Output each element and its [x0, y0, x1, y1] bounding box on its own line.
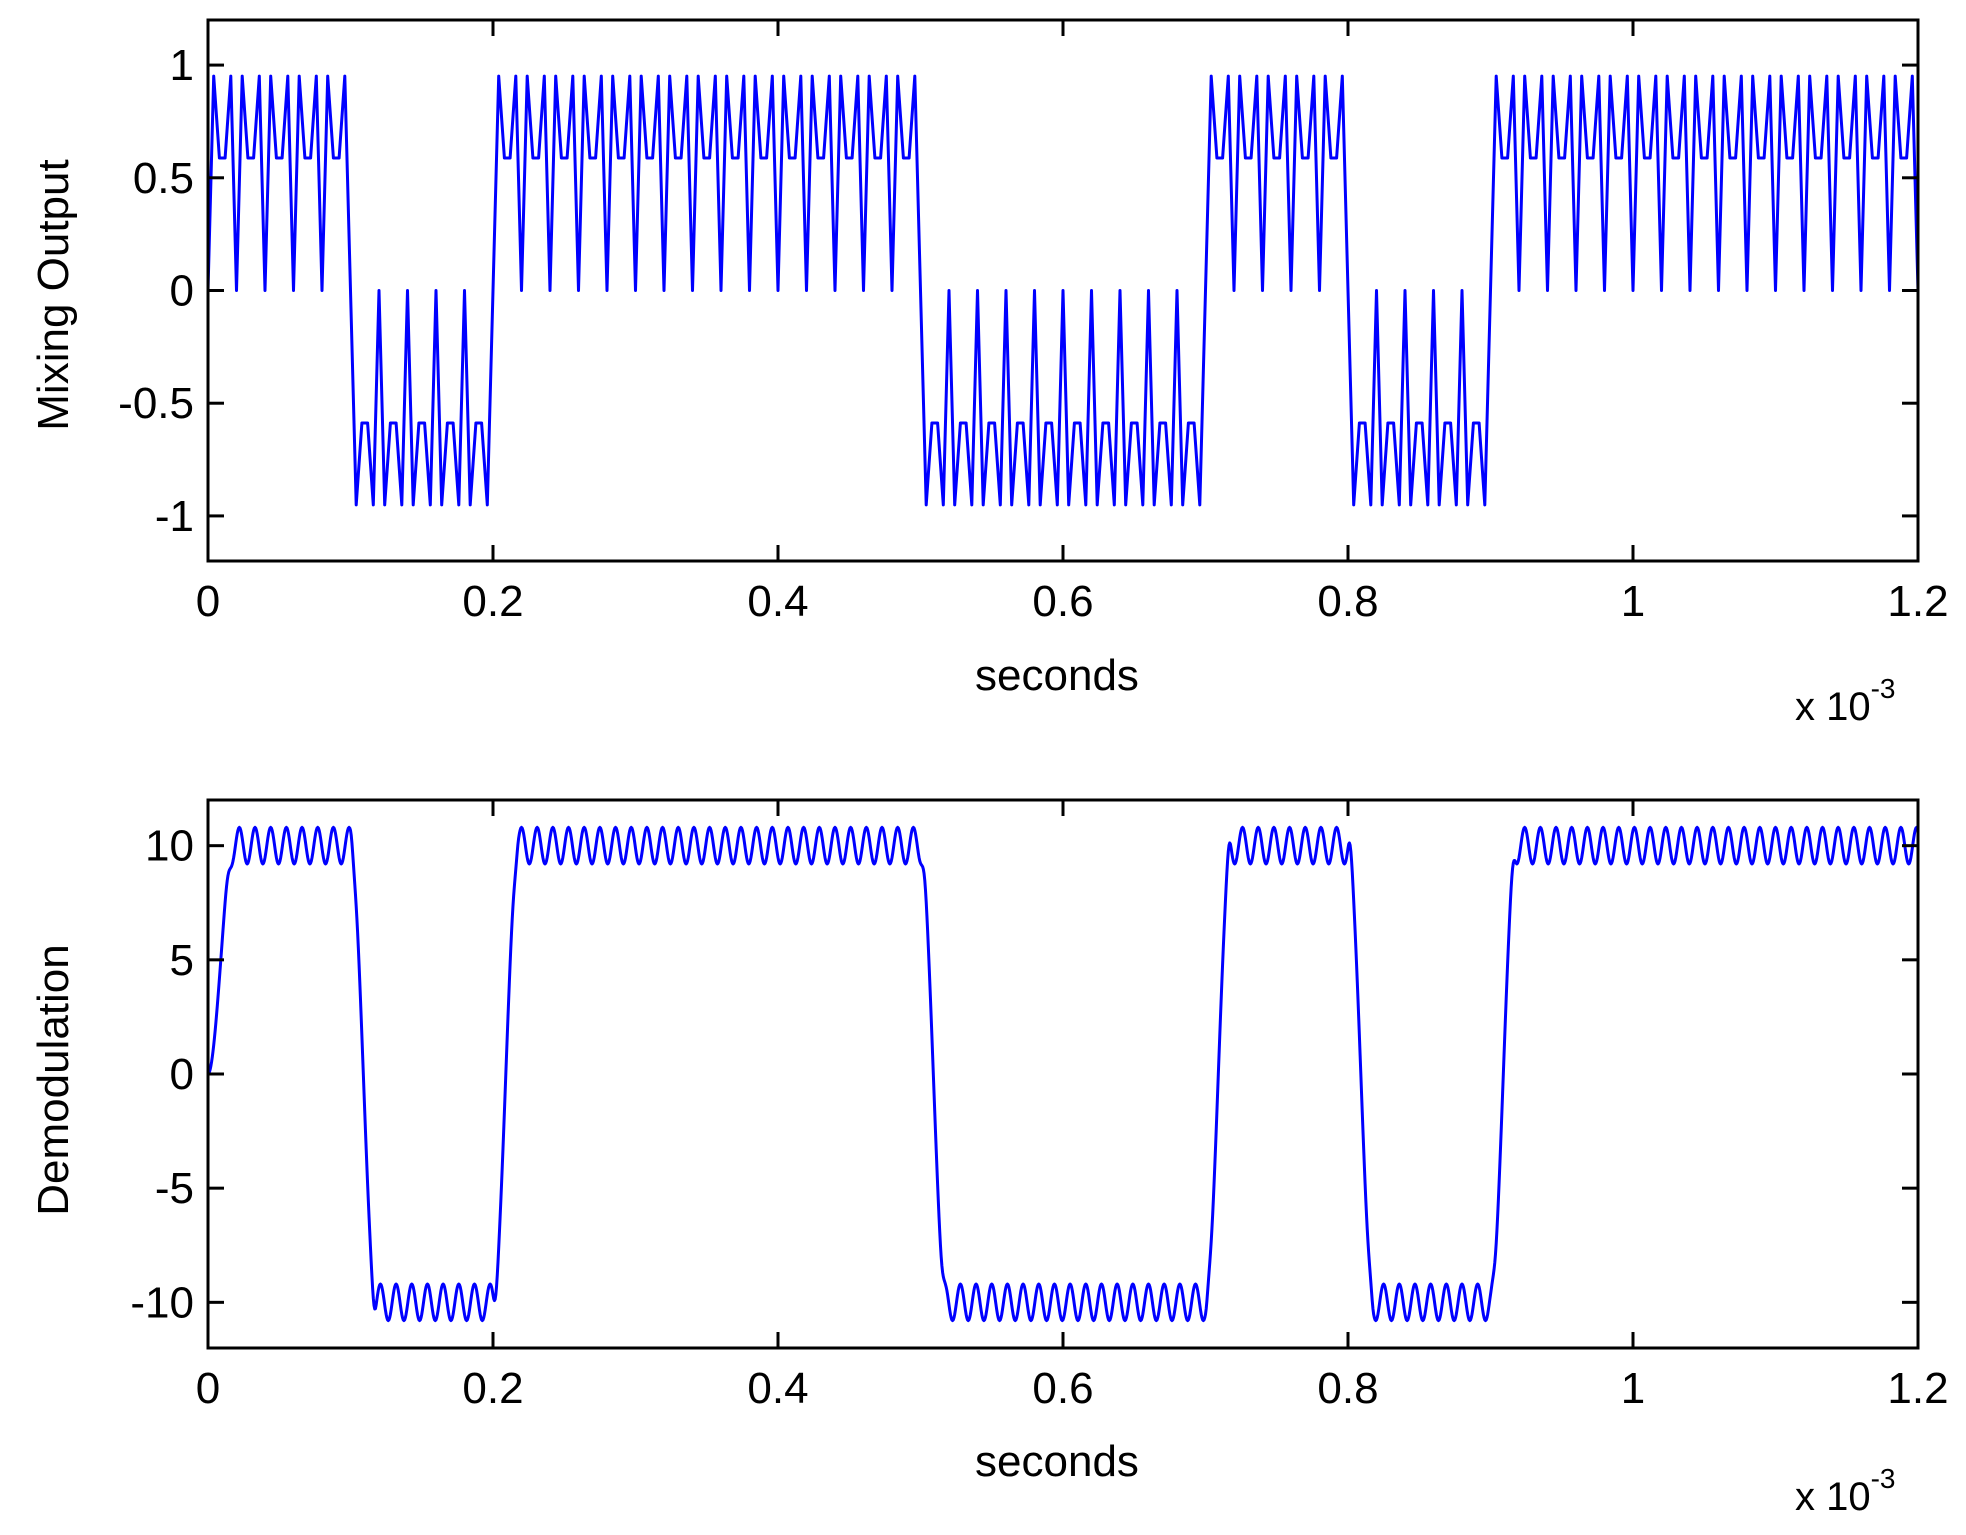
demodulation-x-tick-label: 0.8 [1317, 1364, 1378, 1413]
demodulation-y-tick-label: -5 [155, 1164, 194, 1213]
demodulation-x-tick-label: 0.4 [747, 1364, 808, 1413]
mixing-output-plot: 0 0.2 0.4 0.6 0.8 1 1.2 1 0.5 0 -0.5 -1 seconds Mix… [29, 18, 1949, 729]
mixing-output-ylabel: Mixing Output [29, 159, 78, 430]
demodulation-y-tick-label: -10 [130, 1278, 194, 1327]
mixing-output-y-tick-label: 0.5 [133, 154, 194, 203]
demodulation-ticks: 0 0.2 0.4 0.6 0.8 1 1.2 10 5 0 -5 -10 [130, 800, 1949, 1413]
mixing-output-x-tick-label: 0.2 [462, 577, 523, 626]
mixing-output-y-tick-label: 0 [170, 267, 194, 316]
demodulation-x-multiplier: x 10-3 [1795, 1463, 1896, 1519]
demodulation-multiplier-exponent: -3 [1871, 1463, 1896, 1494]
demodulation-trace-group [207, 825, 1920, 1323]
mixing-output-y-tick-label: 1 [170, 41, 194, 90]
mixing-output-multiplier-exponent: -3 [1871, 673, 1896, 704]
mixing-output-x-tick-label: 1.2 [1887, 577, 1948, 626]
mixing-output-xlabel: seconds [975, 651, 1139, 700]
mixing-output-y-tick-label: -1 [155, 492, 194, 541]
mixing-output-x-tick-label: 0.8 [1317, 577, 1378, 626]
demodulation-plot: 0 0.2 0.4 0.6 0.8 1 1.2 10 5 0 -5 -10 seconds Demod… [29, 798, 1949, 1519]
demodulation-ylabel: Demodulation [29, 944, 78, 1216]
demodulation-x-tick-label: 0.2 [462, 1364, 523, 1413]
demodulation-axes-frame [206, 798, 1920, 1350]
demodulation-x-tick-label: 0 [196, 1364, 220, 1413]
mixing-output-series-line [206, 74, 1920, 507]
mixing-output-x-tick-label: 1 [1621, 577, 1645, 626]
demodulation-y-tick-label: 0 [170, 1050, 194, 1099]
mixing-output-x-multiplier: x 10-3 [1795, 673, 1896, 729]
demodulation-y-tick-label: 5 [170, 936, 194, 985]
mixing-output-x-tick-label: 0.4 [747, 577, 808, 626]
demodulation-xlabel: seconds [975, 1437, 1139, 1486]
demodulation-x-tick-label: 1 [1621, 1364, 1645, 1413]
demodulation-x-tick-label: 0.6 [1032, 1364, 1093, 1413]
demodulation-multiplier-base: x 10 [1795, 1475, 1871, 1519]
demodulation-y-tick-label: 10 [145, 822, 194, 871]
demodulation-series-line [207, 825, 1920, 1323]
mixing-output-trace-group [206, 74, 1920, 507]
mixing-output-multiplier-base: x 10 [1795, 685, 1871, 729]
demodulation-x-tick-label: 1.2 [1887, 1364, 1948, 1413]
mixing-output-x-tick-label: 0.6 [1032, 577, 1093, 626]
mixing-output-x-tick-label: 0 [196, 577, 220, 626]
mixing-output-y-tick-label: -0.5 [118, 379, 194, 428]
mixing-output-ticks: 0 0.2 0.4 0.6 0.8 1 1.2 1 0.5 0 -0.5 -1 [118, 20, 1949, 626]
